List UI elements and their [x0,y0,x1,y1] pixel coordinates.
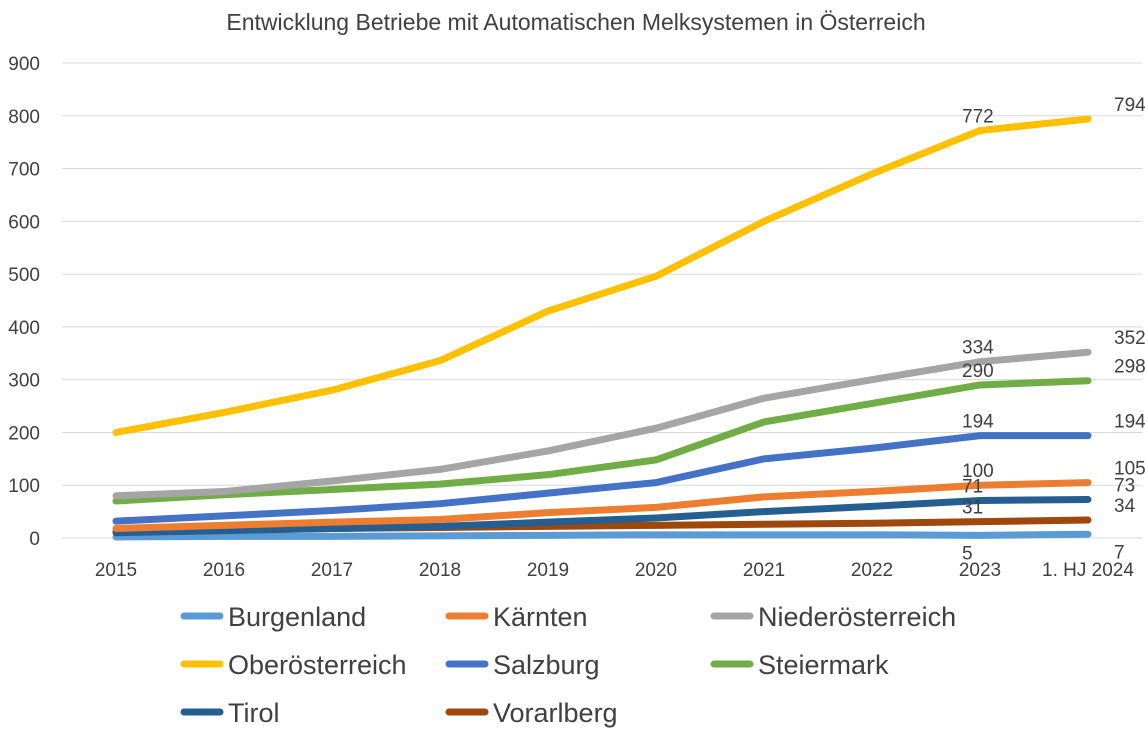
grid [62,62,1142,539]
legend-label: Vorarlberg [493,698,618,728]
data-label: 794 [1114,95,1145,116]
legend-item-tirol: Tirol [180,698,280,728]
series-line-tirol [112,495,1092,537]
data-label: 73 [1114,475,1135,496]
legend-item-salzburg: Salzburg [445,650,600,680]
legend-item-burgenland: Burgenland [180,602,366,632]
data-label: 71 [962,477,983,498]
y-tick-label: 600 [8,212,40,233]
series-line-kärnten [112,479,1092,532]
legend-item-oberösterreich: Oberösterreich [180,650,407,680]
data-labels: 5 7 100 105 334 352 772 794 194 194 290 298 71 73 31 34 [962,95,1145,564]
series-line-salzburg [112,432,1092,525]
legend-item-vorarlberg: Vorarlberg [445,698,618,728]
legend-label: Niederösterreich [758,602,956,632]
y-tick-label: 0 [29,529,40,550]
x-tick-label: 2017 [311,560,353,581]
y-tick-label: 200 [8,423,40,444]
legend-item-kärnten: Kärnten [445,602,588,632]
data-label: 5 [962,543,973,564]
x-tick-label: 2022 [851,560,893,581]
y-tick-label: 900 [8,54,40,75]
chart-title: Entwicklung Betriebe mit Automatischen M… [226,9,925,35]
y-tick-label: 300 [8,371,40,392]
legend-label: Salzburg [493,650,600,680]
x-tick-label: 2015 [95,560,137,581]
legend-label: Tirol [228,698,280,728]
data-label: 194 [1114,412,1145,433]
series-line-steiermark [112,377,1092,505]
series-line-burgenland [112,530,1092,541]
x-tick-label: 2018 [419,560,461,581]
data-label: 105 [1114,459,1145,480]
y-tick-label: 400 [8,318,40,339]
data-label: 772 [962,107,994,128]
y-tick-label: 100 [8,476,40,497]
series-lines [112,115,1092,541]
legend-item-steiermark: Steiermark [710,650,889,680]
series-line-oberösterreich [112,115,1092,436]
data-label: 34 [1114,496,1136,517]
data-label: 31 [962,498,983,519]
x-tick-label: 1. HJ 2024 [1042,560,1134,581]
legend-label: Oberösterreich [228,650,407,680]
y-axis: 0 100 200 300 400 500 600 700 800 900 [8,54,40,550]
series-line-niederösterreich [112,348,1092,500]
data-label: 194 [962,412,994,433]
legend-label: Kärnten [493,602,588,632]
x-tick-label: 2016 [203,560,245,581]
x-tick-label: 2020 [635,560,677,581]
legend-label: Burgenland [228,602,366,632]
x-tick-label: 2023 [959,560,1001,581]
x-axis: 2015 2016 2017 2018 2019 2020 2021 2022 2023 1. H… [95,560,1135,581]
data-label: 290 [962,361,994,382]
x-tick-label: 2019 [527,560,569,581]
legend-item-niederösterreich: Niederösterreich [710,602,956,632]
data-label: 7 [1114,542,1125,563]
x-tick-label: 2021 [743,560,785,581]
data-label: 334 [962,338,994,359]
legend-label: Steiermark [758,650,889,680]
data-label: 298 [1114,357,1145,378]
y-tick-label: 700 [8,160,40,181]
legend: Burgenland Kärnten Niederösterreich Oberöst… [180,602,956,728]
data-label: 100 [962,461,994,482]
data-label: 352 [1114,328,1145,349]
y-tick-label: 500 [8,265,40,286]
y-tick-label: 800 [8,107,40,128]
